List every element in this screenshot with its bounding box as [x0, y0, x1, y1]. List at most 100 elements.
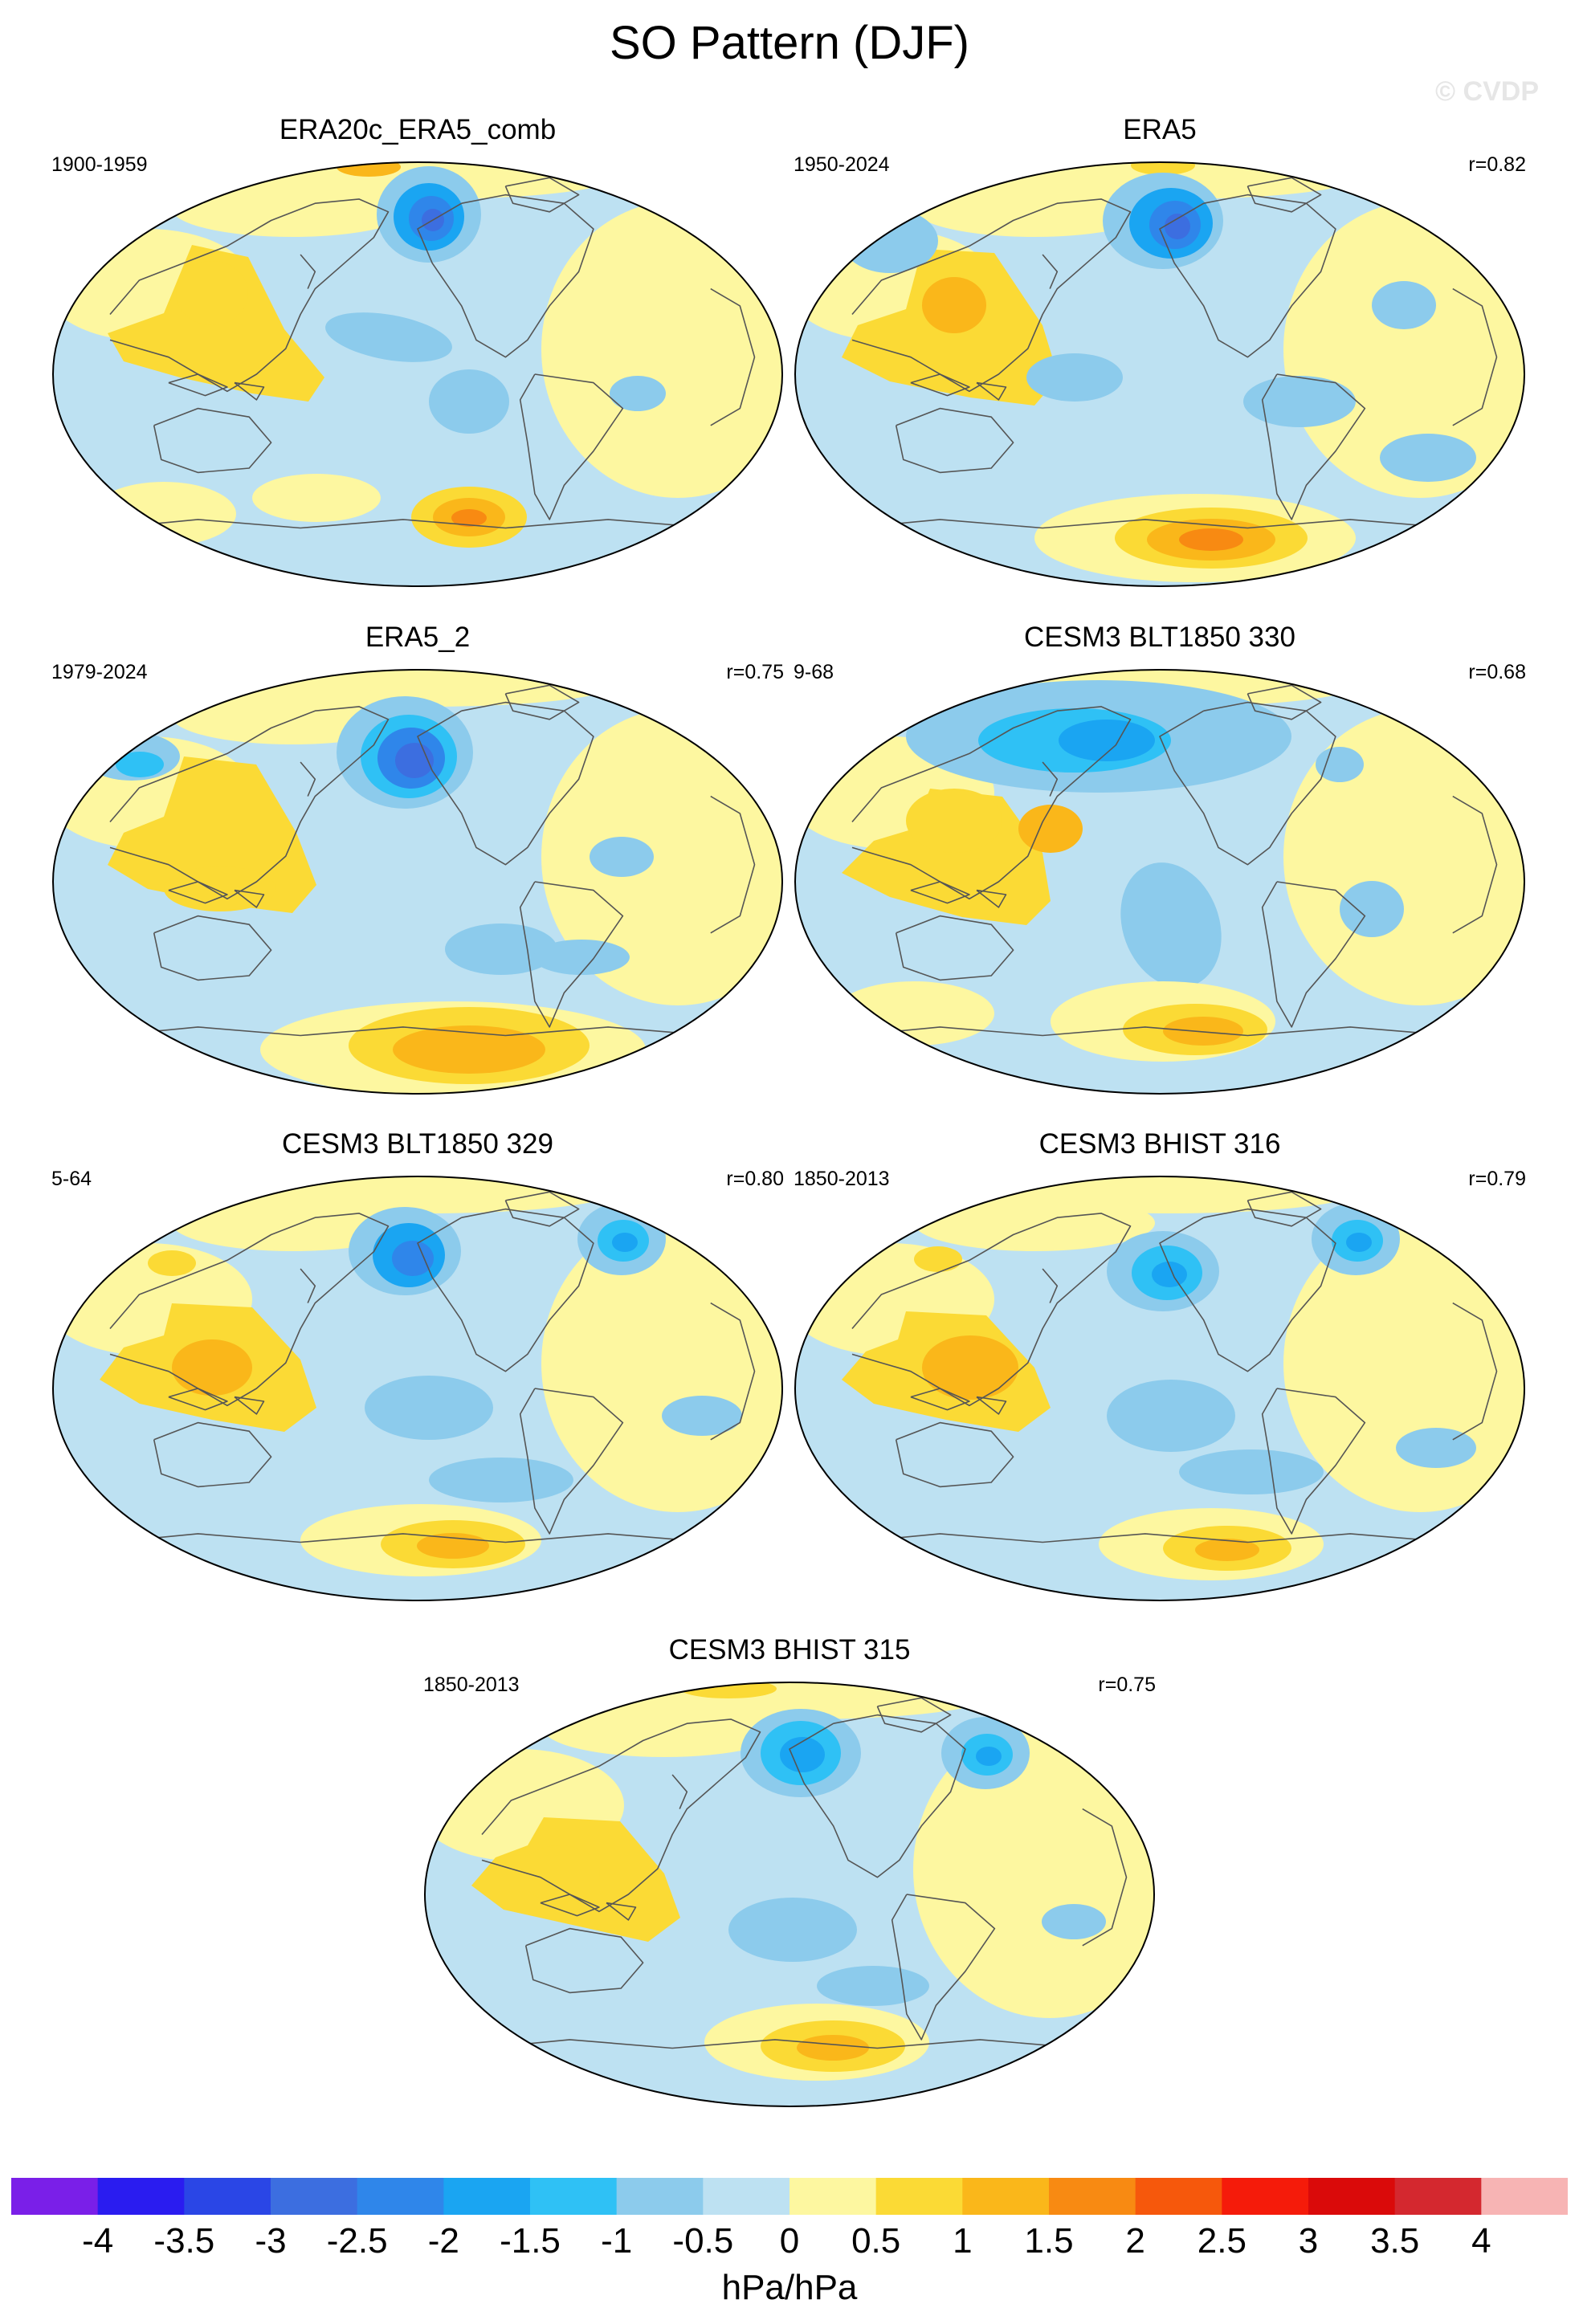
map [424, 1682, 1155, 2107]
contour-region [172, 1339, 252, 1396]
contour-region [392, 1241, 434, 1276]
contour-region [1179, 1449, 1324, 1494]
contour-region [252, 474, 381, 522]
contour-region [520, 1845, 600, 1902]
watermark: © CVDP [1435, 76, 1539, 107]
contour-region [176, 261, 248, 325]
contour-region [108, 756, 316, 913]
coastline [519, 1388, 624, 1535]
coastline [710, 1302, 756, 1441]
map [52, 1176, 783, 1601]
contour-region [533, 940, 630, 975]
colorbar-tick-label: 3.5 [1370, 2221, 1420, 2261]
map-panel-era20c-era5-comb: ERA20c_ERA5_comb 1900-1959 [51, 114, 784, 588]
panel-title: CESM3 BLT1850 329 [282, 1128, 553, 1160]
contour-region [1026, 353, 1123, 402]
contour-region [1059, 720, 1155, 761]
colorbar-box [1222, 2178, 1309, 2215]
coastline [234, 889, 265, 908]
colorbar-box [790, 2178, 877, 2215]
coastline [876, 1697, 952, 1733]
coastline [895, 1421, 1014, 1488]
map-border [52, 669, 783, 1095]
contour-region [429, 1458, 573, 1502]
contour-region [365, 1376, 493, 1440]
coastline [153, 1421, 272, 1488]
map-panel-era5: ERA5 1950-2024 r=0.82 [794, 114, 1526, 588]
colorbar-tick-label: 0.5 [851, 2221, 901, 2261]
map [794, 161, 1525, 587]
colorbar-tick-label: -3 [255, 2221, 287, 2261]
colorbar-box [184, 2178, 271, 2215]
coastline [1452, 795, 1498, 934]
coastline [851, 1533, 1453, 1543]
map [794, 1176, 1525, 1601]
map-field [53, 670, 782, 1094]
colorbar-tick-label: 3 [1298, 2221, 1319, 2261]
coastline [300, 761, 316, 797]
map-field [53, 1176, 782, 1600]
colorbar-box [1049, 2178, 1136, 2215]
coastline [519, 881, 624, 1028]
map-border [52, 1176, 783, 1601]
coastline [300, 1268, 316, 1303]
contour-region [1316, 747, 1364, 782]
colorbar-tick-label: -4 [82, 2221, 114, 2261]
colorbar-box [530, 2178, 618, 2215]
figure-title: SO Pattern (DJF) [610, 17, 969, 69]
map-field [795, 670, 1524, 1094]
contour-region [429, 369, 509, 434]
coastline [519, 373, 624, 520]
coastline [891, 1894, 996, 2041]
contour-region [544, 1701, 785, 1757]
contour-region [1120, 862, 1222, 988]
contour-region [1340, 881, 1404, 937]
coastline [895, 407, 1014, 474]
coastline [1261, 373, 1366, 520]
colorbar-box [443, 2178, 531, 2215]
colorbar-box [875, 2178, 963, 2215]
colorbar-tick-label: -0.5 [672, 2221, 734, 2261]
coastline [109, 1533, 711, 1543]
map-border [424, 1682, 1155, 2107]
contour-region [148, 1250, 196, 1276]
coastline [851, 1026, 1453, 1037]
coastline [710, 795, 756, 934]
coastline [851, 519, 1453, 529]
colorbar [11, 2178, 1568, 2215]
coastline [671, 1774, 688, 1809]
colorbar-tick-label: 2.5 [1197, 2221, 1246, 2261]
panel-correlation: r=0.68 [1468, 661, 1526, 683]
panel-title: CESM3 BLT1850 330 [1024, 622, 1295, 653]
colorbar-tick-label: -1 [601, 2221, 633, 2261]
panel-years: 1979-2024 [51, 661, 148, 683]
contour-region [797, 2035, 869, 2061]
coastline [234, 381, 265, 401]
panel-title: ERA20c_ERA5_comb [279, 114, 557, 145]
contour-region [417, 1533, 489, 1559]
contour-region [976, 1747, 1002, 1766]
panel-title: ERA5 [1123, 114, 1197, 145]
coastline [504, 177, 580, 213]
coastline [1246, 177, 1322, 213]
coastline [1042, 1268, 1059, 1303]
contour-region [780, 1737, 825, 1772]
coastline [976, 889, 1007, 908]
contour-region [612, 1233, 638, 1252]
contour-region [365, 671, 461, 697]
contour-region [1165, 214, 1190, 239]
coastline [910, 881, 970, 904]
coastline [300, 254, 316, 289]
colorbar-tick-label: -2 [427, 2221, 459, 2261]
coastline [109, 1026, 711, 1037]
coastline [168, 1388, 228, 1411]
colorbar-tick-label: 0 [779, 2221, 800, 2261]
map-field [795, 162, 1524, 586]
contour-region [1179, 528, 1243, 551]
contour-region [728, 1898, 857, 1962]
panel-correlation: r=0.80 [726, 1168, 784, 1190]
coastline [153, 915, 272, 981]
contour-region [914, 181, 1155, 237]
coastline [1452, 1302, 1498, 1441]
map-panel-cesm3-bhist-316: CESM3 BHIST 316 1850-2013 r=0.79 [794, 1128, 1526, 1602]
